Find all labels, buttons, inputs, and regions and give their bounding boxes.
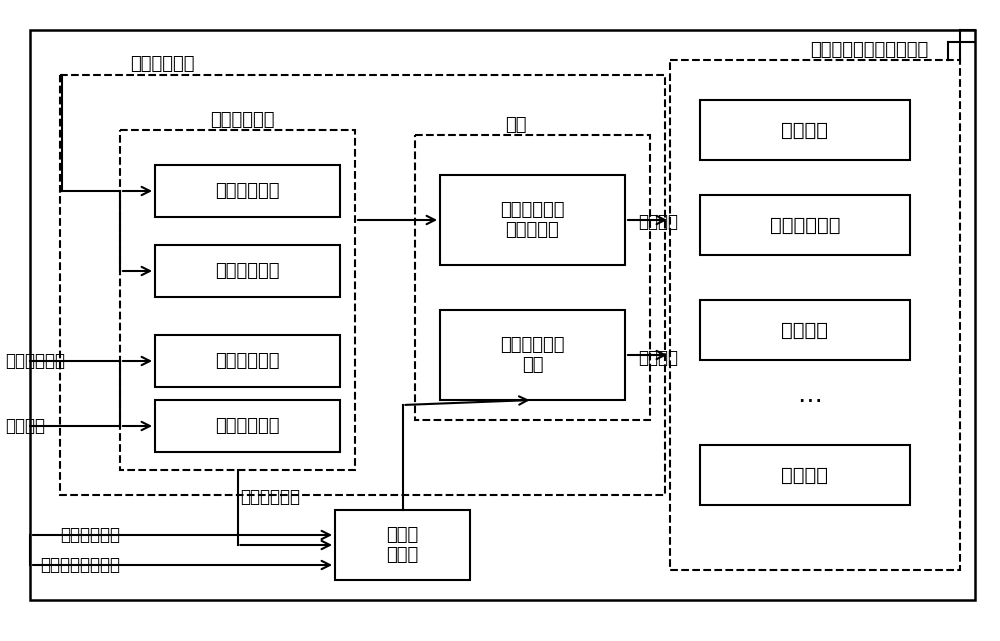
Bar	[155, 335, 340, 387]
Text: 他控控制策略
执行: 他控控制策略 执行	[500, 336, 565, 374]
Bar	[415, 135, 650, 420]
Text: 实时电工参数: 实时电工参数	[130, 55, 194, 73]
Bar	[30, 30, 975, 600]
Bar	[120, 130, 355, 470]
Text: 实时热工参数: 实时热工参数	[5, 352, 65, 370]
Text: 策略: 策略	[505, 116, 526, 134]
Bar	[155, 245, 340, 297]
Text: 电力系统信息: 电力系统信息	[60, 526, 120, 544]
Bar	[700, 300, 910, 360]
Text: 控制命令: 控制命令	[638, 349, 678, 367]
Text: 智能空调: 智能空调	[782, 121, 828, 140]
Bar	[440, 175, 625, 265]
Text: 他控控
制策略: 他控控 制策略	[386, 526, 419, 564]
Bar	[700, 445, 910, 505]
Bar	[440, 310, 625, 400]
Text: 环境信息: 环境信息	[5, 417, 45, 435]
Text: 设备热工参数: 设备热工参数	[215, 352, 280, 370]
Bar	[60, 75, 665, 495]
Text: 基本电工参数: 基本电工参数	[215, 182, 280, 200]
Bar	[700, 100, 910, 160]
Text: 控制命令: 控制命令	[638, 213, 678, 231]
Text: 智能风机: 智能风机	[782, 465, 828, 485]
Bar	[335, 510, 470, 580]
Text: 自控控制策略
生成与执行: 自控控制策略 生成与执行	[500, 201, 565, 239]
Bar	[155, 400, 340, 452]
Bar	[670, 60, 960, 570]
Bar	[700, 195, 910, 255]
Text: 智能电热水器: 智能电热水器	[770, 215, 840, 235]
Text: 实时参数采集: 实时参数采集	[210, 111, 274, 129]
Text: …: …	[798, 383, 822, 407]
Text: 环境热工参数: 环境热工参数	[215, 417, 280, 435]
Text: 智能水泵: 智能水泵	[782, 320, 828, 340]
Text: 实时监测参数: 实时监测参数	[240, 488, 300, 506]
Text: 电能质量参数: 电能质量参数	[215, 262, 280, 280]
Text: 设备能耗属性参数: 设备能耗属性参数	[40, 556, 120, 574]
Text: 电力用户侧用电负荷设备: 电力用户侧用电负荷设备	[810, 41, 928, 59]
Bar	[155, 165, 340, 217]
